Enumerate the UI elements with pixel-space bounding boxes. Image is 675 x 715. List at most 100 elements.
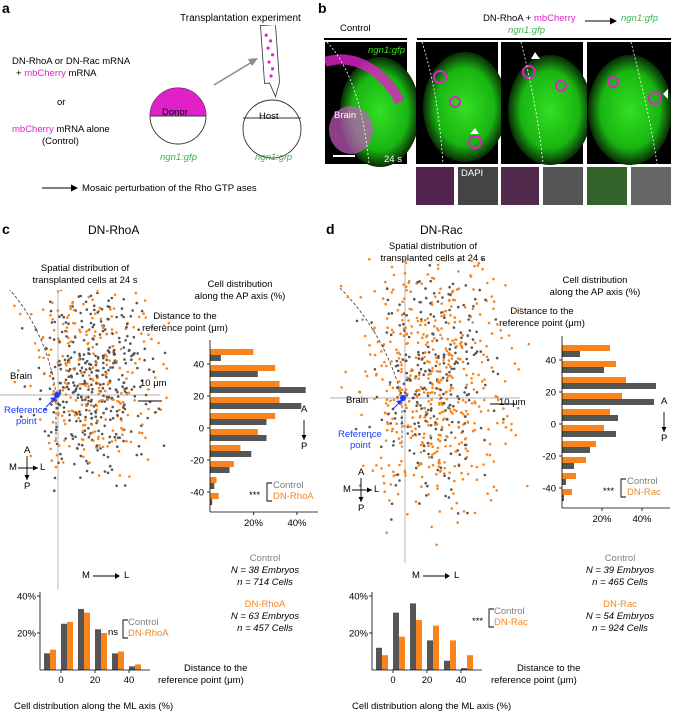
scatter-point [73,384,76,387]
scatter-point [421,351,425,355]
scatter-point [386,412,390,416]
c-ap-a: A [301,404,308,415]
d-scatter-plot [330,258,530,563]
scatter-point [390,502,394,506]
scatter-point [107,395,111,399]
scatter-point [443,474,446,478]
scatter-point [456,449,459,452]
scatter-point [440,425,444,429]
scatter-point [438,362,441,366]
scatter-point [108,346,111,349]
scatter-point [65,363,68,367]
scatter-point [101,326,105,329]
scatter-point [461,412,465,416]
scatter-point [416,388,419,392]
scatter-point [85,308,89,311]
c-spatial-1: Spatial distribution of [40,263,130,274]
scatter-point [443,259,446,262]
scatter-point [88,461,91,464]
scatter-point [74,399,78,402]
ap-bar [210,451,252,457]
scatter-point [344,370,347,374]
scatter-point [63,386,67,389]
scatter-point [480,258,484,261]
scatter-point [67,387,70,391]
scatter-point [439,388,443,392]
scatter-point [452,367,456,371]
ap-bar [562,393,622,399]
scatter-point [403,297,406,300]
scatter-point [362,464,365,468]
ap-tick-label: -40 [542,484,556,495]
scatter-point [407,335,411,339]
scatter-point [97,435,100,439]
scatter-point [451,386,454,390]
or-text: or [57,97,66,108]
scatter-point [469,275,473,278]
scatter-point [492,307,495,311]
scatter-point [448,370,451,374]
scatter-point [470,259,473,263]
d-ap-legend-treat: DN-Rac [627,487,661,498]
scatter-point [449,314,452,317]
scatter-point [464,415,467,418]
scatter-point [510,346,514,350]
scatter-point [413,422,416,426]
scatter-point [84,368,88,371]
scatter-point [447,363,450,366]
scatter-point [431,453,434,456]
scatter-point [397,380,401,383]
panel-b-target-gfp: ngn1:gfp [621,13,658,24]
scatter-point [394,411,397,415]
scatter-point [127,391,131,395]
scatter-point [448,308,451,312]
scatter-point [56,406,59,410]
scatter-point [65,330,69,333]
scatter-point [99,416,103,419]
scatter-point [95,361,98,364]
scatter-point [414,466,418,470]
scatter-point [84,384,87,388]
ap-tick-label: -40 [190,488,204,499]
scatter-point [403,391,407,394]
scatter-point [106,305,110,308]
scatter-point [406,376,409,379]
scatter-point [475,330,478,334]
scatter-point [449,343,452,346]
ml-tick-label: 20% [349,629,369,640]
scatter-point [382,343,386,346]
scatter-point [66,316,69,319]
d-ref-label-2: point [350,440,371,451]
ml-bar [101,633,107,670]
scatter-point [358,391,362,394]
scatter-point [466,412,469,416]
scatter-point [472,353,476,357]
scatter-point [491,370,495,373]
scatter-point [440,314,443,318]
scatter-point [419,404,422,407]
scatter-point [38,418,42,421]
scatter-point [83,379,86,383]
scatter-point [162,362,165,366]
ap-bar [210,355,221,361]
scatter-point [427,400,430,403]
scatter-point [438,403,441,406]
scatter-point [414,427,417,431]
scatter-point [462,367,466,371]
scatter-point [364,370,367,373]
treated-image-2 [501,42,592,165]
scatter-point [424,481,427,485]
scatter-point [84,403,88,406]
scatter-point [146,416,149,420]
scatter-point [79,413,82,416]
scatter-point [95,444,99,447]
scatter-point [444,321,448,324]
scatter-point [385,531,388,534]
scatter-point [103,470,107,473]
scatter-point [448,471,451,474]
scatter-point [96,290,99,292]
ap-bar [562,425,604,431]
scatter-point [502,421,505,424]
scatter-point [71,305,74,308]
c-ap-legend-control: Control [273,480,304,491]
